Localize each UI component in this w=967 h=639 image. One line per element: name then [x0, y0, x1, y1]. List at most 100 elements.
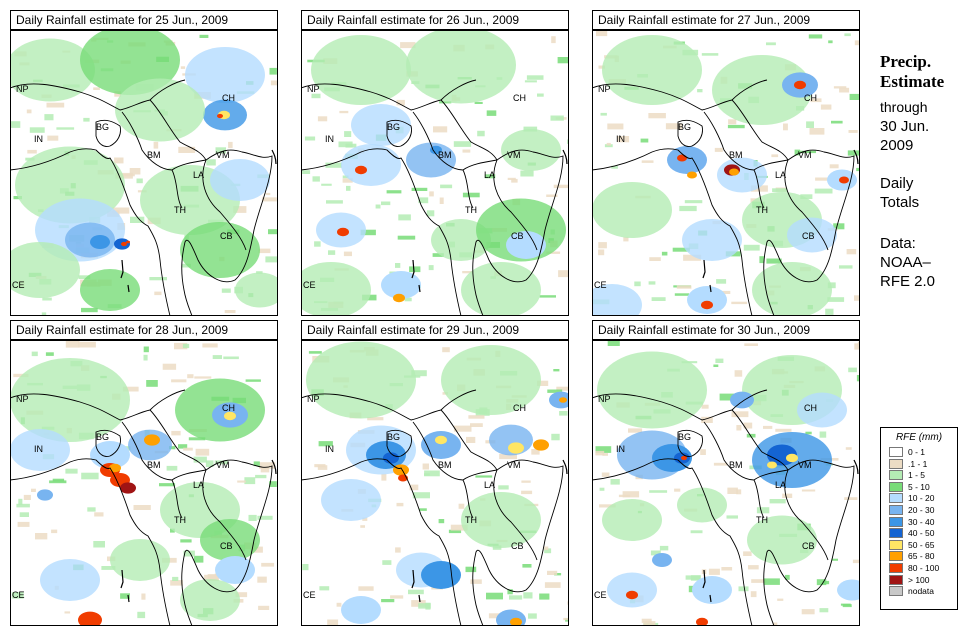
- rain-speckle: [87, 507, 96, 512]
- legend-label: .1 - 1: [908, 458, 928, 469]
- rain-speckle: [375, 204, 381, 209]
- rain-cell: [185, 47, 265, 103]
- rain-cell: [180, 579, 240, 621]
- rain-speckle: [133, 505, 151, 510]
- rain-speckle: [312, 176, 320, 182]
- rain-speckle: [94, 512, 104, 517]
- rain-speckle: [728, 119, 737, 125]
- country-border: [301, 458, 462, 626]
- country-label-np: NP: [16, 394, 29, 404]
- rain-speckle: [23, 494, 31, 500]
- rain-speckle: [721, 290, 731, 294]
- rain-cell: [607, 572, 657, 608]
- rain-speckle: [766, 42, 776, 46]
- country-border: [462, 149, 564, 316]
- rain-speckle: [539, 593, 550, 600]
- country-label-cb: CB: [802, 231, 815, 241]
- country-label-th: TH: [174, 205, 186, 215]
- rain-speckle: [640, 138, 649, 143]
- country-border: [202, 159, 247, 251]
- rain-speckle: [557, 57, 569, 64]
- rain-speckle: [93, 87, 100, 90]
- rain-speckle: [47, 135, 59, 141]
- rain-speckle: [259, 462, 276, 469]
- rain-speckle: [844, 33, 851, 37]
- rain-speckle: [523, 592, 533, 599]
- country-border: [121, 421, 183, 519]
- rain-speckle: [360, 525, 365, 528]
- rain-speckle: [149, 277, 167, 281]
- rain-cell: [696, 617, 708, 626]
- legend-label: 1 - 5: [908, 470, 926, 481]
- country-border: [202, 469, 247, 561]
- country-label-np: NP: [307, 84, 320, 94]
- rain-speckle: [35, 533, 48, 540]
- rain-speckle: [726, 515, 738, 519]
- rain-speckle: [170, 528, 175, 533]
- country-border: [440, 99, 498, 161]
- rain-speckle: [78, 275, 91, 279]
- rain-speckle: [521, 490, 533, 495]
- rain-speckle: [428, 265, 434, 271]
- rain-speckle: [187, 374, 194, 379]
- rain-speckle: [477, 130, 485, 137]
- island: [702, 259, 706, 279]
- rain-speckle: [846, 249, 857, 255]
- country-label-bg: BG: [387, 432, 400, 442]
- rainfall-map: NP IN BG BM CH VM LA TH CB CE: [10, 340, 278, 626]
- rain-speckle: [721, 567, 733, 571]
- rain-speckle: [362, 517, 368, 521]
- legend-label: nodata: [908, 586, 934, 597]
- rain-speckle: [736, 489, 742, 495]
- country-border: [149, 409, 207, 471]
- rain-speckle: [734, 370, 743, 377]
- rain-speckle: [484, 174, 496, 179]
- rain-speckle: [825, 308, 834, 315]
- rain-cell: [341, 596, 381, 624]
- rain-cell: [217, 113, 223, 119]
- rain-speckle: [486, 110, 497, 116]
- legend-label: 80 - 100: [908, 562, 940, 573]
- rain-speckle: [810, 98, 822, 103]
- rain-speckle: [93, 541, 105, 548]
- rain-speckle: [440, 184, 453, 189]
- rain-speckle: [727, 487, 738, 494]
- island: [120, 259, 124, 279]
- rain-cell: [10, 429, 70, 471]
- rain-speckle: [731, 301, 748, 305]
- country-label-cb: CB: [220, 541, 233, 551]
- rain-speckle: [358, 586, 374, 591]
- country-label-vm: VM: [216, 150, 230, 160]
- legend-item: > 100: [881, 574, 957, 586]
- rain-speckle: [422, 463, 429, 470]
- rain-cell: [687, 286, 727, 314]
- rain-speckle: [751, 579, 767, 583]
- map-frame: [10, 30, 278, 316]
- rain-cell: [652, 444, 692, 472]
- rain-speckle: [206, 159, 216, 166]
- rain-speckle: [327, 619, 339, 626]
- country-label-vm: VM: [798, 150, 812, 160]
- country-label-th: TH: [174, 515, 186, 525]
- rain-speckle: [81, 307, 98, 313]
- map-canvas: NP IN BG BM CH VM LA TH CB CE: [301, 30, 569, 316]
- country-label-bg: BG: [96, 432, 109, 442]
- rain-speckle: [251, 546, 263, 553]
- country-border: [703, 421, 765, 519]
- legend-swatch: [889, 481, 903, 492]
- rain-speckle: [475, 475, 493, 478]
- rain-speckle: [806, 121, 814, 128]
- rain-speckle: [607, 340, 620, 346]
- rain-speckle: [114, 91, 121, 97]
- rain-speckle: [537, 380, 549, 386]
- map-frame: [592, 340, 860, 626]
- rain-speckle: [772, 188, 788, 192]
- rain-speckle: [531, 449, 540, 455]
- rain-speckle: [602, 453, 608, 456]
- rain-cell: [533, 439, 549, 451]
- totals-line-1: Daily: [880, 175, 914, 192]
- rain-speckle: [193, 456, 207, 463]
- rain-speckle: [809, 128, 825, 135]
- rain-speckle: [547, 389, 563, 393]
- rain-speckle: [819, 431, 827, 438]
